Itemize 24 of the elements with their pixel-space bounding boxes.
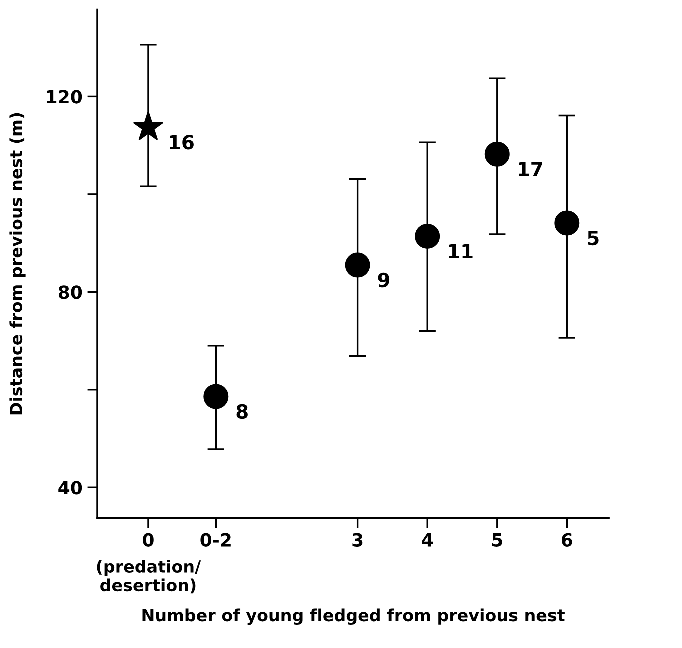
text: (predation/ desertion) — [97, 560, 202, 594]
y-tick-label: 80 — [58, 286, 82, 300]
x-tick-label: 6 — [562, 533, 572, 547]
x-tick-label: 0-2 — [200, 533, 231, 547]
annotation: 5 — [588, 231, 599, 246]
annotation: 8 — [236, 404, 248, 420]
x-tick-label: 0 — [143, 533, 154, 547]
point — [484, 142, 510, 167]
annotation: 16 — [170, 135, 194, 150]
point — [345, 252, 370, 278]
point — [204, 384, 229, 410]
annotation: 9 — [378, 272, 390, 288]
y-tick-label: 120 — [47, 90, 82, 104]
point — [554, 210, 580, 236]
x-tick-label: 4 — [422, 534, 434, 547]
x-axis-title: Number of young fledged from previous nest — [142, 608, 565, 626]
point — [415, 224, 440, 249]
annotation: 17 — [519, 162, 542, 176]
point — [133, 112, 164, 141]
x-tick-label: 5 — [492, 534, 502, 547]
annotation: 11 — [449, 244, 473, 258]
x-tick-label: 3 — [352, 533, 363, 547]
y-axis-title: Distance from previous nest (m) — [10, 113, 26, 415]
y-tick-label: 40 — [58, 481, 82, 495]
